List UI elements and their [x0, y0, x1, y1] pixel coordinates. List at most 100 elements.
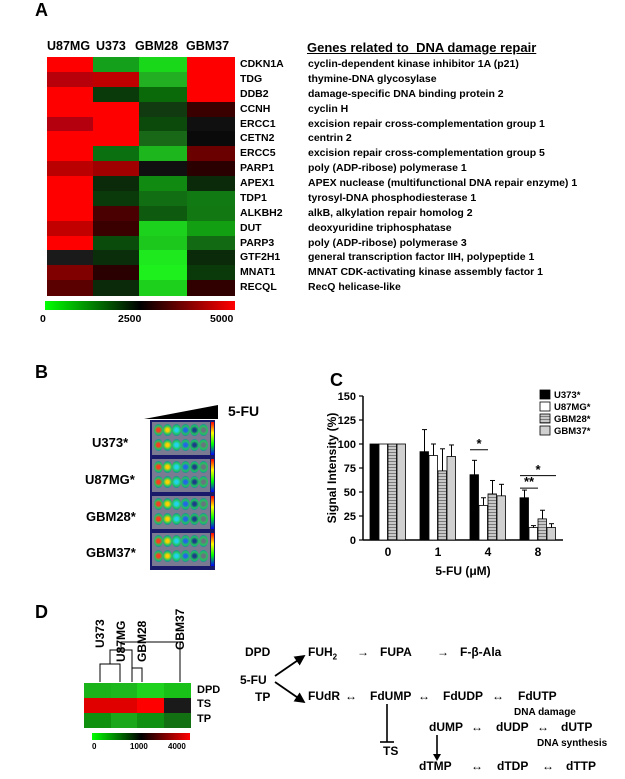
bar — [446, 456, 456, 541]
gene-description: tyrosyl-DNA phosphodiesterase 1 — [308, 191, 477, 204]
label-dna-damage: DNA damage — [514, 707, 576, 718]
plate-well — [154, 535, 163, 547]
d-col-label-u373: U373 — [93, 619, 107, 648]
metabolite-fupa: FUPA — [380, 645, 412, 659]
heatmap-a-cell — [187, 116, 235, 132]
bar — [519, 497, 529, 541]
gene-description: thymine-DNA glycosylase — [308, 72, 437, 85]
gene-symbol: CETN2 — [240, 132, 275, 145]
x-tick-label: 4 — [485, 545, 492, 559]
heatmap-a-cell — [47, 280, 93, 296]
plate-well — [172, 461, 181, 473]
plate-well — [154, 476, 163, 488]
heatmap-a-cell — [93, 235, 139, 251]
plate-well — [190, 498, 199, 510]
d-row-label-dpd: DPD — [197, 684, 221, 696]
plate-well — [190, 550, 199, 562]
plate-well — [199, 439, 208, 451]
heatmap-a-cell — [93, 176, 139, 192]
d-row-label-ts: TS — [197, 698, 212, 710]
heatmap-a-cell — [187, 280, 235, 296]
plate-row-label-u87mg: U87MG* — [85, 472, 135, 487]
heatmap-a — [47, 57, 235, 296]
bar — [469, 474, 479, 541]
plate-well — [199, 550, 208, 562]
gene-description: deoxyuridine triphosphatase — [308, 221, 452, 234]
plate-well — [181, 535, 190, 547]
heatmap-a-cell — [187, 190, 235, 207]
heatmap-a-cell — [139, 86, 187, 103]
heatmap-a-cell — [47, 250, 93, 266]
gene-description: cyclin-dependent kinase inhibitor 1A (p2… — [308, 58, 519, 70]
gene-description: alkB, alkylation repair homolog 2 — [308, 206, 473, 219]
heatmap-a-cell — [47, 86, 93, 103]
metabolite-dutp: dUTP — [561, 720, 593, 734]
colorbar-a — [45, 301, 235, 310]
gene-symbol: CDKN1A — [240, 58, 284, 70]
plate-well — [172, 550, 181, 562]
heatmap-d-cell — [84, 683, 111, 698]
heatmap-a-cell — [139, 190, 187, 207]
plate-well — [181, 498, 190, 510]
heatmap-d-cell — [110, 698, 138, 713]
heatmap-a-cell — [139, 101, 187, 117]
heatmap-a-cell — [187, 265, 235, 281]
panel-c-letter: C — [330, 370, 343, 390]
arrow-fdump-fdudp: ↔ — [418, 689, 430, 703]
plate-well — [199, 498, 208, 510]
bar — [546, 527, 556, 541]
gene-description: poly (ADP-ribose) polymerase 1 — [308, 162, 467, 175]
gene-symbol: ERCC5 — [240, 147, 276, 160]
x-axis-label: 5-FU (μM) — [435, 564, 490, 578]
plate-well — [163, 535, 172, 547]
y-axis-label: Signal Intensity (%) — [325, 413, 339, 524]
heatmap-a-cell — [139, 71, 187, 88]
heatmap-a-cell — [139, 131, 187, 147]
legend-swatch — [539, 425, 551, 436]
metabolite-fdump: FdUMP — [370, 689, 412, 703]
col-head-gbm28: GBM28 — [135, 39, 179, 53]
metabolite-fudr: FUdR — [308, 689, 340, 703]
metabolite-fuh2: FUH2 — [308, 645, 337, 661]
metabolite-dtmp: dTMP — [419, 759, 452, 773]
gene-description: damage-specific DNA binding protein 2 — [308, 87, 504, 100]
heatmap-d-cell — [163, 713, 191, 728]
plate-intensity-scale — [211, 422, 214, 455]
heatmap-a-cell — [139, 220, 187, 236]
sig-mark-8a: * — [535, 462, 541, 477]
heatmap-d-cell — [84, 698, 111, 713]
heatmap-a-cell — [93, 131, 139, 147]
dendrogram: U373 U87MG GBM28 GBM37 — [93, 608, 187, 682]
heatmap-d-cell — [110, 713, 138, 728]
y-tick-label: 0 — [350, 535, 356, 547]
arrow-fupa-fbala: → — [437, 645, 449, 659]
gene-description: centrin 2 — [308, 132, 352, 145]
x-tick-label: 8 — [535, 545, 542, 559]
heatmap-a-cell — [47, 235, 93, 251]
plate-well — [154, 550, 163, 562]
heatmap-a-cell — [187, 176, 235, 192]
plate-well — [190, 424, 199, 436]
heatmap-a-cell — [47, 101, 93, 117]
gene-symbol: PARP3 — [240, 236, 275, 249]
gene-symbol: TDG — [240, 72, 263, 85]
heatmap-d-cell — [163, 683, 191, 698]
heatmap-a-cell — [93, 190, 139, 207]
heatmap-a-cell — [187, 71, 235, 88]
heatmap-a-cell — [139, 250, 187, 266]
sig-mark-4: * — [476, 436, 482, 451]
plate-well — [163, 476, 172, 488]
arrow-fdudp-fdutp: ↔ — [492, 689, 504, 703]
gene-symbol: ALKBH2 — [240, 206, 283, 219]
fuh2-base: FUH — [308, 645, 333, 659]
plate-well — [163, 550, 172, 562]
gene-symbol: APEX1 — [240, 177, 275, 189]
gene-description: poly (ADP-ribose) polymerase 3 — [308, 236, 467, 249]
bar — [478, 505, 488, 541]
heatmap-a-cell — [47, 146, 93, 162]
plate-well — [163, 439, 172, 451]
metabolite-dttp: dTTP — [566, 759, 596, 773]
heatmap-a-cell — [187, 57, 235, 73]
arrow-dudp-dutp: ↔ — [537, 720, 549, 734]
heatmap-a-cell — [47, 205, 93, 222]
